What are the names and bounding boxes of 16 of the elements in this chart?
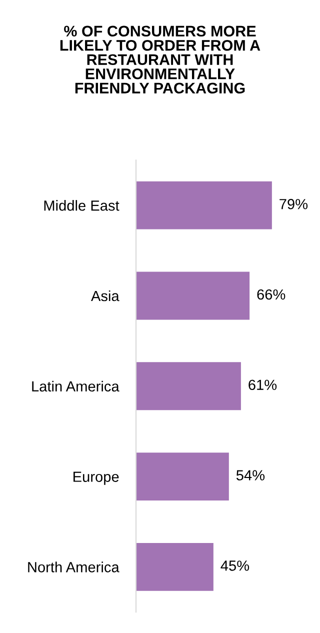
data-label: 54% (236, 470, 265, 480)
y-tick-label: Europe (74, 472, 119, 485)
bar (136, 362, 241, 410)
bar (136, 272, 250, 320)
bar (136, 452, 229, 500)
data-label: 61% (248, 380, 277, 390)
data-label: 66% (257, 289, 286, 300)
y-tick-label: Asia (90, 290, 120, 302)
y-tick-label: North America (28, 562, 120, 572)
y-tick-label: Latin America (32, 380, 120, 392)
data-label: 79% (280, 198, 308, 210)
bar (136, 181, 272, 230)
bar (136, 542, 214, 591)
data-label: 45% (220, 560, 250, 571)
chart-title: % OF CONSUMERS MORE LIKELY TO ORDER FROM A RESTAURANT WITH ENVIRONMENTALLY FRIENDLY PACKAGING (60, 26, 260, 94)
y-tick-label: Middle East (44, 200, 120, 211)
